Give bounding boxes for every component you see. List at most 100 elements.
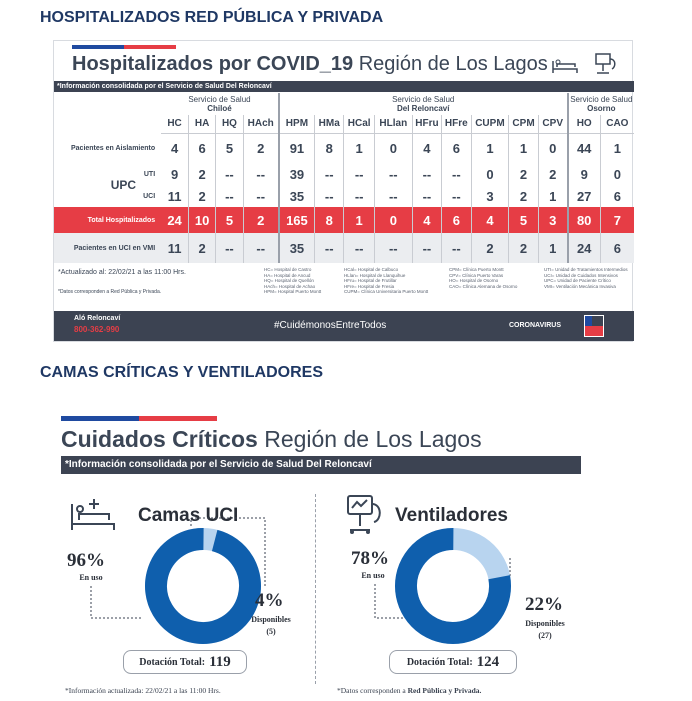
table-cell: 8: [314, 207, 344, 233]
flag-blue: [61, 416, 139, 421]
legend-item: UCI= Unidad de Cuidados Intensivos: [544, 272, 618, 278]
table-cell: --: [215, 163, 244, 185]
info-bar: *Información consolidada por el Servicio…: [54, 81, 634, 92]
table-cell: 4: [170, 140, 179, 156]
table-cell: --: [242, 163, 279, 185]
footer-coronavirus: CORONAVIRUS: [509, 322, 561, 329]
legend-item: CAO= Clínica Alemana de Osorno: [449, 283, 518, 289]
table-cell: 8: [314, 133, 344, 163]
table-cell: 9: [566, 163, 601, 185]
table-cell: --: [215, 233, 244, 263]
table-cell: 10: [187, 207, 216, 233]
table-cell: 2: [187, 163, 216, 185]
legend-item: CPV= Clínica Puerto Varas: [449, 272, 504, 278]
table-cell: 6: [187, 133, 216, 163]
hospitalizados-infographic: Hospitalizados por COVID_19 Región de Lo…: [53, 40, 634, 342]
legend-item: HFru= Hospital de Frutillar: [344, 278, 397, 283]
table-cell: 44: [566, 133, 601, 163]
table-cell: --: [373, 233, 413, 263]
table-cell: 1: [343, 133, 375, 163]
table-cell: 27: [566, 185, 601, 207]
row-label: UTI: [143, 170, 156, 178]
table-cell: --: [242, 233, 279, 263]
table-cell: --: [343, 233, 375, 263]
table-cell: 5: [215, 133, 244, 163]
footer-hashtag: #CuidémonosEntreTodos: [274, 320, 387, 331]
uci-total-box: Dotación Total: 119: [123, 650, 247, 674]
table-cell: 2: [508, 185, 539, 207]
col-header: HAch: [242, 115, 279, 134]
vent-title: Ventiladores: [395, 505, 508, 526]
legend-item: HCal= Hospital de Calbuco: [344, 267, 399, 272]
vent-free-count: (27): [538, 631, 552, 640]
table-cell: 6: [441, 207, 472, 233]
legend-item: HLlan= Hospital de Llanquihue: [344, 272, 406, 278]
table-cell: --: [373, 163, 413, 185]
legend-item: HO= Hospital de Osorno: [449, 278, 499, 283]
uci-free-label: Disponibles: [251, 615, 291, 624]
table-cell: 6: [599, 185, 634, 207]
critical-care-infographic: Cuidados Críticos Región de Los Lagos *I…: [55, 408, 585, 698]
col-header: HA: [187, 115, 216, 134]
table-cell: --: [441, 233, 472, 263]
legend-item: CUPM= Clínica Universitaria Puerto Montt: [344, 289, 429, 294]
legend-item: HC= Hospital de Castro: [264, 267, 312, 272]
table-cell: 0: [470, 163, 509, 185]
col-header: HPM: [277, 115, 315, 134]
row-label: UCI: [143, 192, 156, 200]
group-osorno: Servicio de Salud Osorno: [566, 93, 634, 115]
legend-item: HA= Hospital de Ancud: [264, 272, 311, 278]
footer-bar: Aló Reloncaví 800-362-990 #CuidémonosEnt…: [54, 311, 634, 341]
col-header: CPM: [508, 115, 539, 134]
vent-free-pct: 22%: [525, 594, 563, 615]
table-cell: 1: [537, 233, 568, 263]
table-cell: 6: [441, 133, 472, 163]
table-cell: --: [215, 185, 244, 207]
table-cell: --: [373, 185, 413, 207]
table-cell: 2: [470, 233, 509, 263]
table-row: Pacientes en UCI en VMI 11 2 -- -- 35 -- -- -- --…: [54, 233, 634, 263]
hospital-bed-icon: [552, 59, 578, 73]
table-cell: 1: [470, 133, 509, 163]
table-cell: --: [343, 185, 375, 207]
section-title-hospitalizados: HOSPITALIZADOS RED PÚBLICA Y PRIVADA: [40, 9, 384, 26]
footer-phone: 800-362-990: [74, 325, 120, 334]
group-reloncavi: Servicio de Salud Del Reloncaví: [277, 93, 568, 115]
col-header: HFru: [411, 115, 442, 134]
table-cell: --: [314, 163, 344, 185]
uci-title: Camas UCI: [138, 505, 239, 526]
table-cell: 39: [277, 163, 315, 185]
col-header: CUPM: [470, 115, 509, 134]
hospital-bed-icon: [71, 499, 115, 530]
col-header: HQ: [215, 115, 244, 134]
legend-item: VMI= Ventilación Mecánica Invasiva: [544, 283, 616, 289]
table-cell: 2: [508, 233, 539, 263]
table-cell: 0: [373, 133, 413, 163]
col-header: HMa: [314, 115, 344, 134]
table-cell: 2: [242, 207, 279, 233]
updated-note: *Actualizado al: 22/02/21 a las 11:00 Hr…: [58, 269, 186, 276]
legend-column: HCal= Hospital de Calbuco HLlan= Hospital…: [344, 267, 428, 295]
vent-total-box: Dotación Total: 124: [389, 650, 517, 674]
table-cell: 1: [343, 207, 375, 233]
table-row: UCI 11 2 -- -- 35 -- -- -- -- -- 3 2 1 27 6: [54, 185, 634, 207]
gov-logo: [584, 315, 604, 337]
table-cell: --: [411, 233, 442, 263]
uci-used-pct: 96%: [67, 550, 105, 571]
divider: [315, 494, 316, 684]
updated-note: *Información actualizada: 22/02/21 a las…: [65, 686, 221, 695]
infographic-title: Cuidados Críticos Región de Los Lagos: [61, 426, 482, 452]
table-cell: 1: [537, 185, 568, 207]
table-cell: 1: [508, 133, 539, 163]
vent-used-label: En uso: [361, 571, 385, 580]
flag-red: [139, 416, 217, 421]
legend-item: HPM= Hospital Puerto Montt: [264, 289, 322, 294]
section-title-camas: CAMAS CRÍTICAS Y VENTILADORES: [40, 364, 323, 381]
legend-column: HC= Hospital de Castro HA= Hospital de An…: [264, 267, 321, 295]
table-row: Pacientes en Aislamiento 4 6 5 2 91 8 1 0 4 6 1 1 0 44…: [54, 133, 634, 163]
legend-item: HAch= Hospital de Achao: [264, 283, 316, 289]
vent-free-label: Disponibles: [525, 619, 565, 628]
table-row: Total Hospitalizados 24 10 5 2 165 8 1 0 4 6 4 5 3 80 7: [54, 207, 634, 233]
table-cell: 3: [537, 207, 568, 233]
table-cell: --: [411, 163, 442, 185]
